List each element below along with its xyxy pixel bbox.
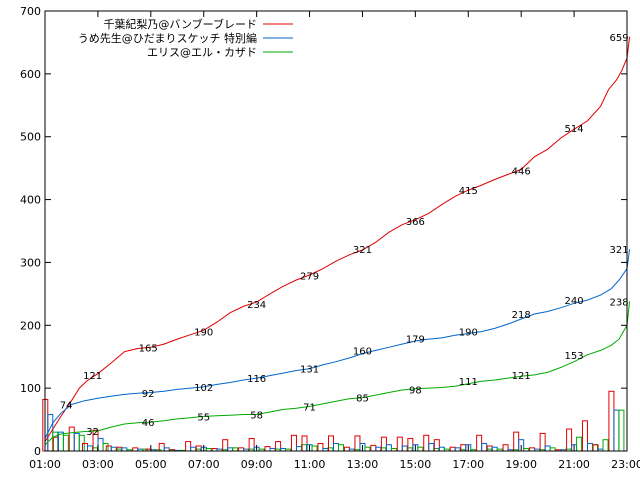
data-label: 659	[610, 33, 629, 44]
data-label: 58	[250, 411, 263, 422]
data-label: 321	[610, 245, 629, 256]
y-axis: 0 100 200 300 400 500 600 700	[20, 5, 627, 458]
data-label: 165	[139, 343, 158, 354]
lines-layer	[44, 36, 631, 446]
data-label: 121	[83, 371, 102, 382]
y-tick-label: 0	[34, 445, 41, 458]
data-label: 234	[247, 300, 266, 311]
x-tick-label: 07:00	[188, 458, 220, 471]
y-tick-label: 700	[20, 5, 41, 18]
y-tick-label: 200	[20, 319, 41, 332]
legend-label: 千葉紀梨乃@バンブーブレード	[103, 17, 257, 31]
x-tick-label: 13:00	[347, 458, 379, 471]
data-label: 279	[300, 272, 319, 283]
y-tick-label: 300	[20, 256, 41, 269]
data-label: 446	[512, 167, 531, 178]
x-tick-label: 15:00	[400, 458, 432, 471]
data-label: 121	[512, 371, 531, 382]
series-line-2	[44, 301, 631, 446]
data-label: 98	[409, 385, 422, 396]
x-tick-label: 01:00	[29, 458, 61, 471]
data-label: 218	[512, 310, 531, 321]
x-tick-label: 17:00	[452, 458, 484, 471]
plot-frame	[44, 10, 628, 452]
x-axis: 01:00 03:00 05:00 07:00 09:00 11:00 13:00 15:00…	[29, 11, 640, 471]
x-tick-label: 03:00	[82, 458, 114, 471]
data-label: 190	[194, 328, 213, 339]
data-label: 153	[565, 351, 584, 362]
data-label: 92	[142, 389, 155, 400]
data-label: 55	[197, 412, 210, 423]
x-tick-label: 09:00	[241, 458, 273, 471]
x-tick-label: 19:00	[505, 458, 537, 471]
data-label: 160	[353, 346, 372, 357]
data-label: 71	[303, 402, 316, 413]
data-label: 111	[459, 377, 478, 388]
data-label: 131	[300, 365, 319, 376]
y-tick-label: 100	[20, 382, 41, 395]
y-tick-label: 600	[20, 68, 41, 81]
data-label: 415	[459, 186, 478, 197]
data-label: 366	[406, 217, 425, 228]
data-label: 321	[353, 245, 372, 256]
y-tick-label: 500	[20, 131, 41, 144]
x-tick-label: 05:00	[135, 458, 167, 471]
y-tick-label: 400	[20, 194, 41, 207]
data-label: 240	[565, 296, 584, 307]
data-label: 85	[356, 394, 369, 405]
data-labels-layer: 121 165 190 234 279 321 366 415 446 514 659 74 92 102…	[60, 33, 629, 438]
x-tick-label: 23:00	[611, 458, 640, 471]
x-tick-label: 21:00	[558, 458, 590, 471]
data-label: 102	[194, 383, 213, 394]
x-tick-label: 11:00	[294, 458, 326, 471]
data-label: 46	[142, 418, 155, 429]
data-label: 74	[60, 400, 73, 411]
data-label: 190	[459, 328, 478, 339]
data-label: 116	[247, 374, 266, 385]
data-label: 514	[565, 124, 584, 135]
series-line-1	[44, 249, 631, 439]
series-line-0	[44, 36, 631, 442]
data-label: 238	[610, 297, 629, 308]
legend-label: うめ先生@ひだまりスケッチ 特別編	[78, 31, 257, 45]
data-label: 179	[406, 334, 425, 345]
legend-label: エリス@エル・カザド	[147, 46, 257, 59]
data-label: 32	[86, 427, 99, 438]
